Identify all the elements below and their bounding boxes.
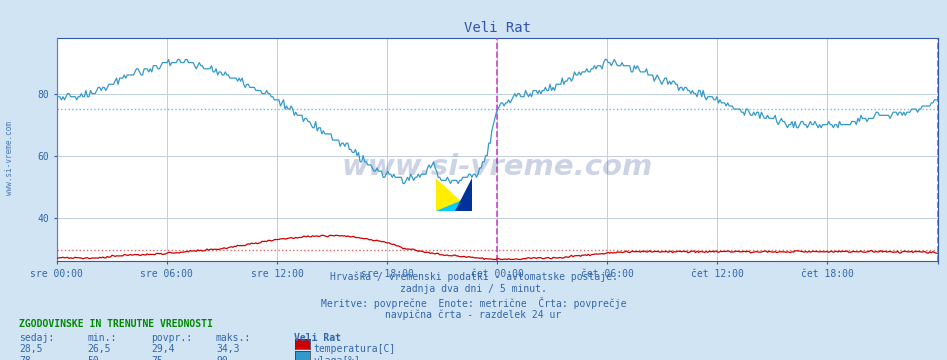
Text: www.si-vreme.com: www.si-vreme.com	[5, 121, 14, 195]
Text: 26,5: 26,5	[87, 344, 111, 354]
Text: navpična črta - razdelek 24 ur: navpična črta - razdelek 24 ur	[385, 310, 562, 320]
Text: www.si-vreme.com: www.si-vreme.com	[342, 153, 652, 181]
Text: maks.:: maks.:	[216, 333, 251, 343]
Text: 34,3: 34,3	[216, 344, 240, 354]
Text: temperatura[C]: temperatura[C]	[313, 344, 396, 354]
Polygon shape	[436, 196, 472, 211]
Polygon shape	[436, 178, 472, 211]
Polygon shape	[456, 178, 472, 211]
Title: Veli Rat: Veli Rat	[464, 21, 530, 35]
Text: Veli Rat: Veli Rat	[294, 333, 341, 343]
Text: 29,4: 29,4	[152, 344, 175, 354]
Text: 28,5: 28,5	[19, 344, 43, 354]
Text: sedaj:: sedaj:	[19, 333, 54, 343]
Text: vlaga[%]: vlaga[%]	[313, 356, 361, 360]
Text: Hrvaška / vremenski podatki - avtomatske postaje.: Hrvaška / vremenski podatki - avtomatske…	[330, 272, 617, 282]
Text: min.:: min.:	[87, 333, 116, 343]
Text: 90: 90	[216, 356, 227, 360]
Text: Meritve: povprečne  Enote: metrične  Črta: povprečje: Meritve: povprečne Enote: metrične Črta:…	[321, 297, 626, 309]
Text: ZGODOVINSKE IN TRENUTNE VREDNOSTI: ZGODOVINSKE IN TRENUTNE VREDNOSTI	[19, 319, 213, 329]
Text: zadnja dva dni / 5 minut.: zadnja dva dni / 5 minut.	[400, 284, 547, 294]
Text: 75: 75	[152, 356, 163, 360]
Text: 50: 50	[87, 356, 98, 360]
Text: 78: 78	[19, 356, 30, 360]
Text: povpr.:: povpr.:	[152, 333, 192, 343]
